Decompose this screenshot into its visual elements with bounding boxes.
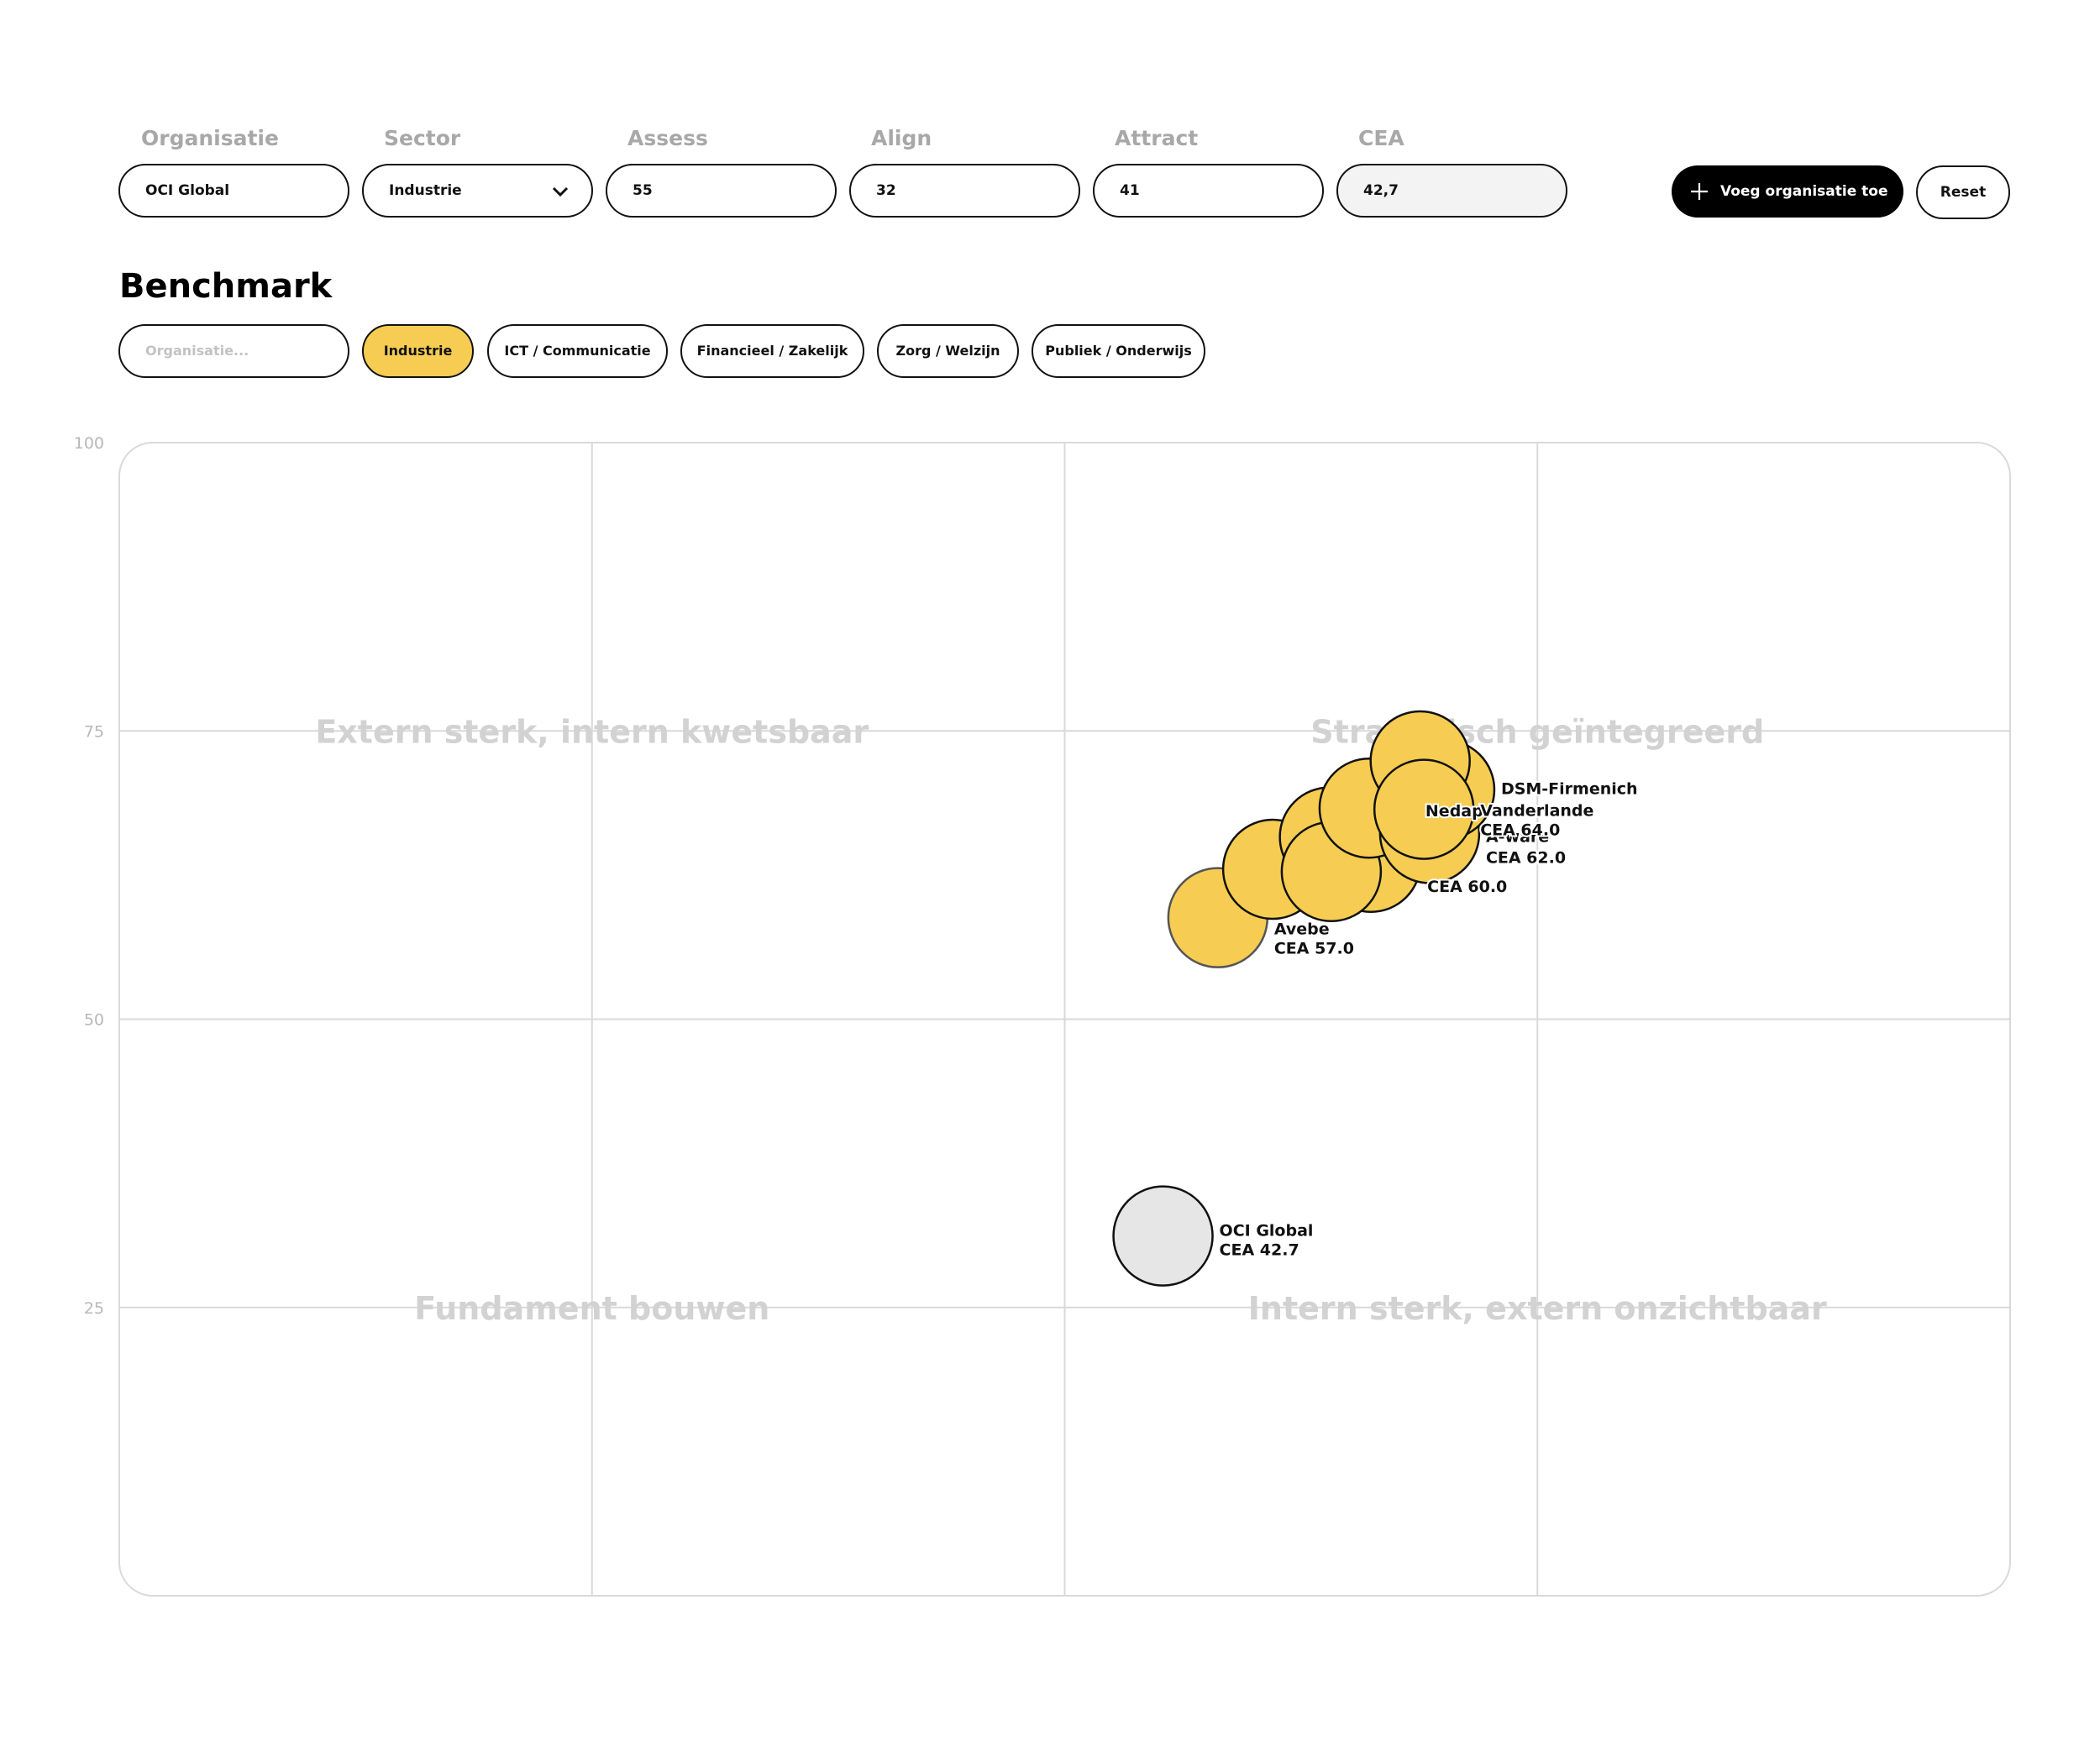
label-sector: Sector [384, 126, 461, 150]
y-tick-label: 100 [74, 434, 104, 453]
y-axis-ticks: 25 50 75 100 [74, 434, 104, 1318]
label-cea: CEA [1358, 126, 1404, 150]
bubbles [1112, 710, 1496, 1287]
cea-output: 42,7 [1336, 164, 1567, 218]
bubble-label-cea: CEA 42.7 [1220, 1241, 1299, 1260]
quadrant-labels: Extern sterk, intern kwetsbaar Strategisc… [315, 713, 1827, 1327]
y-tick-label: 50 [84, 1011, 104, 1030]
reset-button[interactable]: Reset [1916, 165, 2010, 219]
sector-select-value: Industrie [389, 182, 462, 199]
chevron-down-icon [552, 186, 569, 197]
assess-input[interactable]: 55 [606, 164, 837, 218]
filter-publiek-onderwijs[interactable]: Publiek / Onderwijs [1032, 324, 1205, 378]
bubble-label-cea: CEA 62.0 [1486, 848, 1566, 867]
bubble-label-cea: CEA 60.0 [1427, 878, 1507, 896]
bubble-label-name: Vanderlande [1480, 802, 1593, 821]
label-attract: Attract [1115, 126, 1199, 150]
add-organisation-button[interactable]: Voeg organisatie toe [1672, 165, 1903, 218]
bubble-label-cea: CEA 64.0 [1480, 821, 1560, 840]
quadrant-label: Fundament bouwen [414, 1290, 769, 1327]
filter-industrie[interactable]: Industrie [362, 324, 474, 378]
own-organisation-bubble[interactable] [1112, 1185, 1214, 1287]
bubble-label-name: Nedap [1425, 802, 1483, 821]
benchmark-title: Benchmark [119, 267, 333, 306]
bubble-label-name: DSM-Firmenich [1501, 779, 1638, 798]
label-assess: Assess [627, 126, 708, 150]
filter-ict-communicatie[interactable]: ICT / Communicatie [487, 324, 668, 378]
bubble-label-cea: CEA 57.0 [1274, 940, 1354, 958]
y-tick-label: 75 [84, 722, 104, 741]
organisatie-input[interactable]: OCI Global [118, 164, 349, 218]
sector-select[interactable]: Industrie [362, 164, 593, 218]
quadrant-label: Extern sterk, intern kwetsbaar [315, 713, 869, 750]
align-input[interactable]: 32 [849, 164, 1080, 218]
quadrant-label: Intern sterk, extern onzichtbaar [1248, 1290, 1827, 1327]
bubble-label-name: OCI Global [1220, 1222, 1314, 1240]
bubble-label-name: Avebe [1274, 920, 1330, 939]
filter-zorg-welzijn[interactable]: Zorg / Welzijn [877, 324, 1019, 378]
benchmark-bubble[interactable] [1373, 758, 1475, 860]
attract-input[interactable]: 41 [1093, 164, 1324, 218]
plus-icon [1691, 183, 1708, 200]
chart-grid [118, 442, 2011, 1597]
filter-financieel-zakelijk[interactable]: Financieel / Zakelijk [680, 324, 864, 378]
bubble-label-name: A-ware [1486, 827, 1549, 846]
add-organisation-label: Voeg organisatie toe [1720, 183, 1888, 200]
y-tick-label: 25 [84, 1299, 104, 1318]
label-align: Align [871, 126, 932, 150]
organisation-search-input[interactable]: Organisatie... [118, 324, 349, 378]
chart-frame [118, 442, 2011, 1597]
label-organisatie: Organisatie [141, 126, 279, 150]
